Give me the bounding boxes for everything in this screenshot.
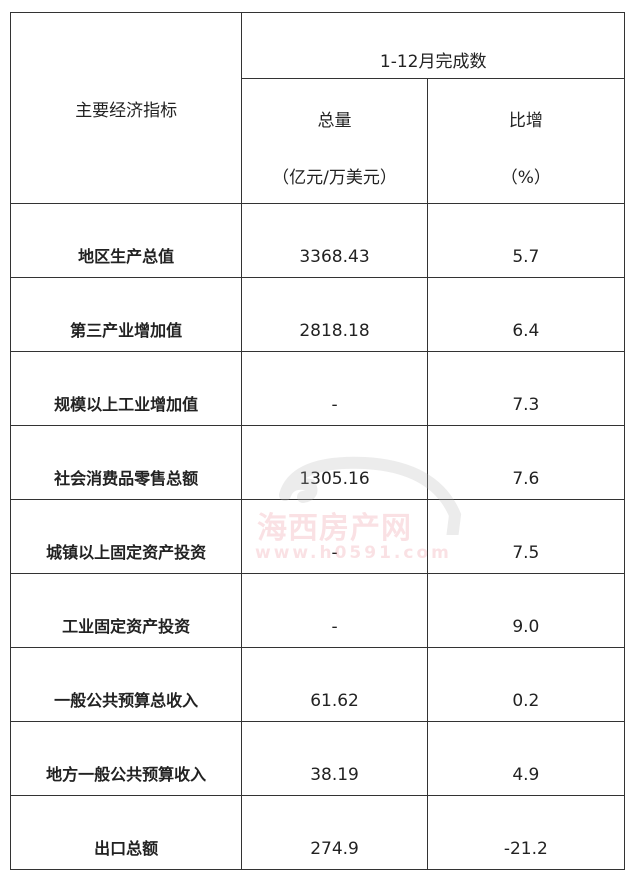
header-row-2: 总量 （亿元/万美元） 比增 （%） xyxy=(11,78,626,204)
total-label: 总量 xyxy=(317,111,352,131)
growth-label: 比增 xyxy=(508,111,543,131)
total-value: 1305.16 xyxy=(241,425,428,500)
period-header: 1-12月完成数 xyxy=(241,12,625,79)
total-value: 38.19 xyxy=(241,721,428,796)
indicator-name: 规模以上工业增加值 xyxy=(9,351,243,426)
indicator-name: 地区生产总值 xyxy=(9,203,243,278)
table-row: 城镇以上固定资产投资 -7.5 xyxy=(9,499,626,574)
total-value: 274.9 xyxy=(241,795,428,870)
total-value: - xyxy=(241,573,428,648)
growth-value: 6.4 xyxy=(426,277,626,352)
indicator-name: 社会消费品零售总额 xyxy=(9,425,243,500)
growth-value: 7.5 xyxy=(426,499,626,574)
growth-value: 7.3 xyxy=(426,351,626,426)
indicator-name: 第三产业增加值 xyxy=(9,277,243,352)
growth-unit: （%） xyxy=(500,168,551,188)
indicator-name: 一般公共预算总收入 xyxy=(9,647,243,722)
table-row: 地方一般公共预算收入 38.19 4.9 xyxy=(9,721,626,796)
table-row: 地区生产总值 3368.43 5.7 xyxy=(9,203,626,278)
table-row: 规模以上工业增加值 -7.3 xyxy=(9,351,626,426)
growth-value: 7.6 xyxy=(426,425,626,500)
total-value: 2818.18 xyxy=(241,277,428,352)
growth-value: 5.7 xyxy=(426,203,626,278)
total-value: 61.62 xyxy=(241,647,428,722)
table-row: 工业固定资产投资 -9.0 xyxy=(9,573,626,648)
indicator-name: 地方一般公共预算收入 xyxy=(9,721,243,796)
table-row: 一般公共预算总收入 61.62 0.2 xyxy=(9,647,626,722)
growth-value: 0.2 xyxy=(426,647,626,722)
table-row: 社会消费品零售总额 1305.16 7.6 xyxy=(9,425,626,500)
table-row: 第三产业增加值 2818.18 6.4 xyxy=(9,277,626,352)
indicator-header: 主要经济指标 xyxy=(9,12,243,204)
indicator-name: 城镇以上固定资产投资 xyxy=(9,499,243,574)
economic-indicators-table: 主要经济指标 1-12月完成数 总量 （亿元/万美元） 比增 （%） 地区生产总… xyxy=(9,12,626,870)
total-value: - xyxy=(241,499,428,574)
header-row-1: 主要经济指标 1-12月完成数 xyxy=(9,12,625,204)
indicator-name: 工业固定资产投资 xyxy=(9,573,243,648)
total-value: - xyxy=(241,351,428,426)
indicator-name: 出口总额 xyxy=(9,795,243,870)
growth-value: -21.2 xyxy=(426,795,626,870)
growth-header: 比增 （%） xyxy=(426,78,626,204)
total-value: 3368.43 xyxy=(241,203,428,278)
growth-value: 9.0 xyxy=(426,573,626,648)
total-header: 总量 （亿元/万美元） xyxy=(241,78,428,204)
table-row: 出口总额 274.9 -21.2 xyxy=(9,795,626,870)
growth-value: 4.9 xyxy=(426,721,626,796)
total-unit: （亿元/万美元） xyxy=(272,168,397,188)
